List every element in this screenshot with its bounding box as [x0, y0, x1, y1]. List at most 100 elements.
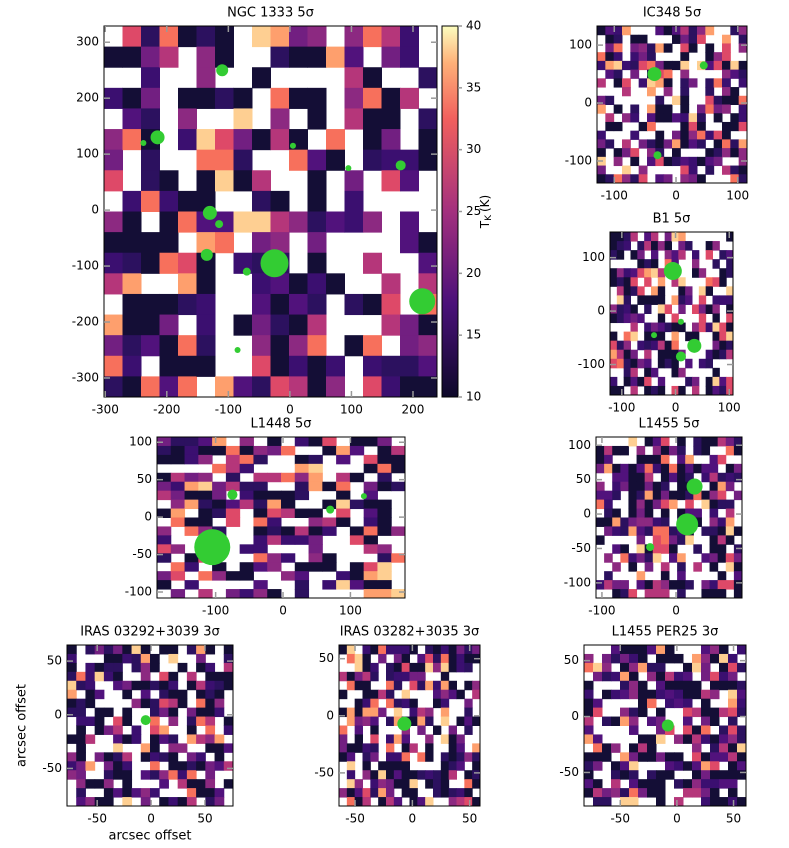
map-pixel: [409, 779, 418, 789]
map-pixel: [448, 770, 457, 780]
map-pixel: [377, 562, 392, 572]
map-pixel: [307, 335, 327, 357]
map-pixel: [647, 779, 657, 789]
map-pixel: [448, 645, 457, 655]
map-pixel: [253, 535, 268, 545]
map-pixel: [196, 46, 216, 68]
map-pixel: [605, 113, 615, 123]
map-pixel: [705, 95, 715, 105]
map-pixel: [198, 508, 213, 518]
map-pixel: [150, 680, 160, 691]
map-pixel: [738, 174, 748, 184]
map-pixel: [647, 770, 657, 780]
map-pixel: [344, 293, 364, 316]
map-pixel: [672, 95, 681, 105]
map-pixel: [270, 335, 290, 357]
map-pixel: [281, 571, 296, 581]
map-pixel: [728, 734, 738, 744]
map-pixel: [705, 349, 713, 360]
map-texture: [157, 437, 406, 599]
map-pixel: [472, 770, 481, 780]
map-pixel: [637, 295, 645, 305]
map-pixel: [692, 680, 702, 691]
map-pixel: [593, 797, 603, 807]
map-pixel: [647, 689, 657, 700]
map-pixel: [671, 367, 679, 378]
map-pixel: [709, 544, 719, 554]
map-pixel: [409, 645, 418, 655]
map-pixel: [378, 761, 387, 771]
map-pixel: [440, 689, 450, 700]
map-pixel: [671, 277, 679, 287]
map-pixel: [377, 553, 392, 563]
map-pixel: [717, 437, 727, 447]
map-pixel: [602, 689, 612, 700]
map-pixel: [94, 752, 105, 762]
map-pixel: [85, 761, 96, 771]
map-pixel: [433, 662, 442, 673]
map-pixel: [697, 26, 706, 36]
map-pixel: [713, 113, 723, 123]
map-pixel: [159, 671, 169, 682]
map-pixel: [629, 707, 639, 718]
map-pixel: [386, 680, 395, 691]
map-pixel: [697, 156, 706, 167]
source-marker: [150, 130, 165, 145]
map-pixel: [456, 653, 465, 664]
map-pixel: [177, 761, 188, 771]
map-pixel: [170, 437, 186, 447]
map-pixel: [611, 671, 621, 682]
map-pixel: [122, 779, 133, 789]
map-pixel: [725, 499, 735, 510]
map-pixel: [184, 553, 199, 563]
map-pixel: [94, 779, 105, 789]
map-pixel: [370, 671, 379, 682]
map-pixel: [448, 680, 457, 691]
map-pixel: [630, 367, 638, 378]
map-pixel: [159, 252, 179, 274]
map-pixel: [76, 770, 86, 780]
map-pixel: [186, 707, 197, 718]
map-pixel: [159, 211, 179, 233]
map-pixel: [294, 463, 310, 474]
map-pixel: [705, 250, 713, 260]
map-pixel: [378, 779, 387, 789]
map-texture: [584, 645, 747, 807]
map-pixel: [597, 139, 606, 149]
map-pixel: [456, 662, 465, 673]
map-pixel: [652, 589, 662, 599]
map-pixel: [104, 129, 123, 151]
map-pixel: [307, 170, 327, 192]
map-pixel: [377, 445, 392, 456]
map-pixel: [688, 174, 698, 184]
map-pixel: [308, 526, 323, 536]
map-pixel: [610, 304, 618, 314]
map-pixel: [713, 52, 723, 62]
map-pixel: [730, 60, 740, 71]
map-pixel: [725, 472, 735, 483]
map-pixel: [660, 517, 670, 527]
map-pixel: [168, 698, 179, 709]
map-pixel: [647, 156, 656, 167]
map-pixel: [170, 445, 186, 456]
map-pixel: [726, 268, 734, 278]
map-pixel: [664, 340, 672, 351]
map-pixel: [104, 211, 123, 233]
map-pixel: [730, 113, 740, 123]
map-pixel: [637, 358, 645, 369]
map-pixel: [159, 689, 169, 700]
map-pixel: [688, 78, 698, 88]
map-pixel: [253, 472, 268, 483]
map-texture: [597, 26, 748, 184]
map-pixel: [728, 725, 738, 735]
map-pixel: [378, 653, 387, 664]
map-pixel: [671, 340, 679, 351]
map-pixel: [370, 645, 379, 655]
map-pixel: [620, 689, 630, 700]
map-pixel: [386, 779, 395, 789]
map-pixel: [308, 454, 323, 465]
map-pixel: [717, 589, 727, 599]
map-pixel: [719, 680, 729, 691]
map-pixel: [738, 148, 748, 158]
map-pixel: [712, 376, 720, 387]
